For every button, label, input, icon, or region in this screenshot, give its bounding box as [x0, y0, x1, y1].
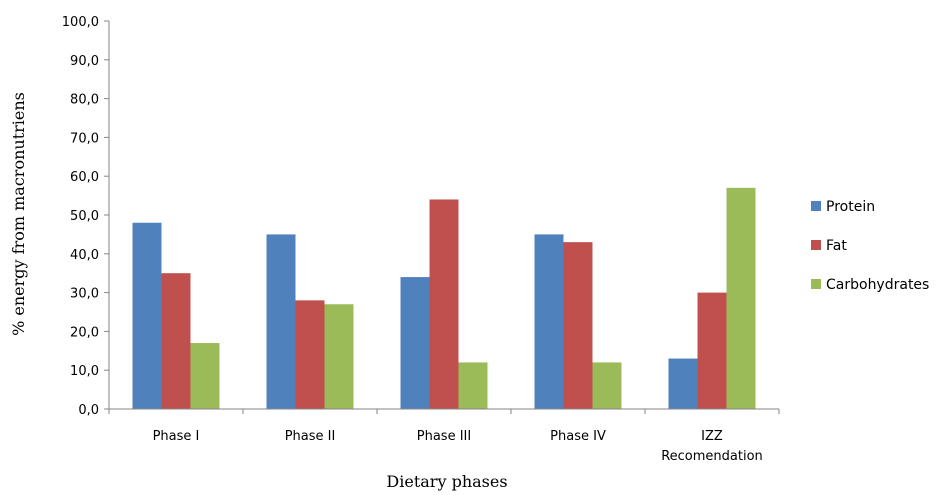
- y-tick-label: 70,0: [70, 131, 99, 146]
- y-tick-label: 20,0: [70, 325, 99, 340]
- y-tick-label: 80,0: [70, 93, 99, 108]
- legend-label-carbohydrates: Carbohydrates: [826, 277, 929, 293]
- legend-swatch-carbohydrates: [811, 279, 821, 289]
- x-category-label: Phase III: [417, 429, 471, 444]
- bar-fat-1: [161, 273, 191, 409]
- y-tick-label: 60,0: [70, 170, 99, 185]
- bar-fat-5: [697, 292, 727, 409]
- y-tick-label: 10,0: [70, 364, 99, 379]
- legend-swatch-protein: [811, 201, 821, 211]
- x-category-label: Phase IV: [550, 429, 606, 444]
- bar-carbohydrates-3: [458, 362, 488, 409]
- x-category-label: Phase I: [153, 429, 200, 444]
- bar-protein-4: [534, 234, 564, 409]
- x-axis: Phase I Phase II Phase III Phase IV IZZ Recom…: [108, 408, 780, 464]
- bar-carbohydrates-4: [592, 362, 622, 409]
- bar-carbohydrates-5: [726, 187, 756, 409]
- bar-carbohydrates-1: [190, 343, 220, 409]
- y-axis-title: % energy from macronutriens: [9, 92, 28, 336]
- bar-protein-3: [400, 277, 430, 409]
- bar-fat-3: [429, 199, 459, 409]
- y-tick-label: 40,0: [70, 248, 99, 263]
- bar-protein-5: [668, 358, 698, 409]
- x-category-label: Phase II: [285, 429, 336, 444]
- legend: Protein Fat Carbohydrates: [811, 199, 929, 293]
- bar-fat-2: [295, 300, 325, 409]
- x-axis-title: Dietary phases: [386, 472, 507, 491]
- x-category-label: IZZ: [701, 429, 723, 444]
- bar-fat-4: [563, 242, 593, 409]
- y-tick-label: 90,0: [70, 54, 99, 69]
- y-axis: 0,0 10,0 20,0 30,0 40,0 50,0 60,0 70,0 80,0 90,0 1…: [62, 15, 110, 418]
- y-tick-label: 0,0: [78, 403, 99, 418]
- y-tick-label: 30,0: [70, 287, 99, 302]
- y-tick-label: 100,0: [62, 15, 99, 30]
- bar-protein-1: [132, 222, 162, 409]
- bar-carbohydrates-2: [324, 304, 354, 409]
- bar-protein-2: [266, 234, 296, 409]
- bars: [132, 187, 756, 409]
- x-category-label: Recomendation: [661, 449, 763, 464]
- legend-label-protein: Protein: [826, 199, 875, 215]
- legend-label-fat: Fat: [826, 238, 847, 254]
- y-tick-label: 50,0: [70, 209, 99, 224]
- legend-swatch-fat: [811, 240, 821, 250]
